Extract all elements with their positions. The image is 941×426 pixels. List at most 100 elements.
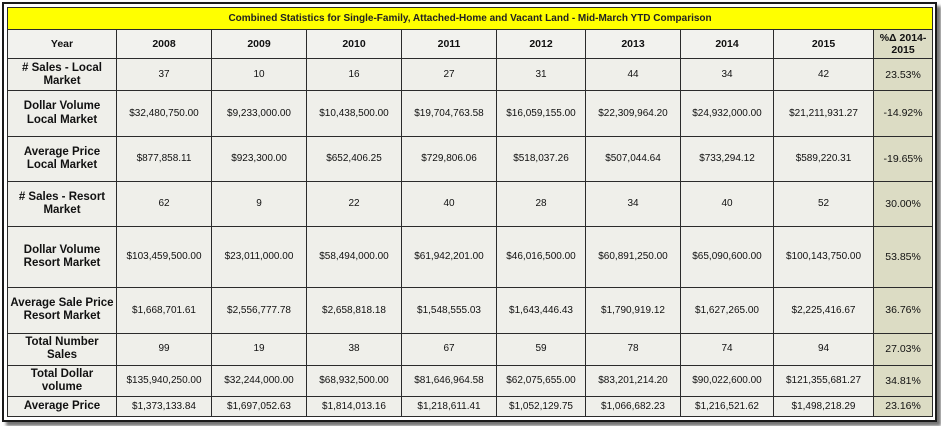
table-row: Total Number Sales 99 19 38 67 59 78 74 94 27.03%: [7, 332, 934, 366]
pct-change-cell: 53.85%: [872, 226, 934, 289]
pct-change-cell: 23.16%: [872, 395, 934, 418]
pct-change-cell: -14.92%: [872, 90, 934, 137]
value-cell: 52: [773, 180, 874, 228]
value-cell: 62: [116, 180, 212, 228]
value-cell: $1,668,701.61: [116, 287, 212, 334]
row-label: Average Price Local Market: [7, 135, 117, 182]
statistics-table-frame: Combined Statistics for Single-Family, A…: [2, 2, 937, 422]
pct-change-cell: 34.81%: [872, 364, 934, 397]
row-label: # Sales - Local Market: [7, 58, 117, 92]
year-header-cell: 2015: [773, 29, 874, 60]
value-cell: $121,355,681.27: [773, 364, 874, 397]
value-cell: 40: [401, 180, 497, 228]
row-label: Dollar Volume Local Market: [7, 90, 117, 137]
value-cell: $589,220.31: [773, 135, 874, 182]
value-cell: $60,891,250.00: [585, 226, 681, 289]
value-cell: $507,044.64: [585, 135, 681, 182]
value-cell: $2,225,416.67: [773, 287, 874, 334]
value-cell: $1,643,446.43: [496, 287, 586, 334]
table-row: Dollar Volume Local Market $32,480,750.00…: [7, 90, 934, 137]
value-cell: $62,075,655.00: [496, 364, 586, 397]
value-cell: $68,932,500.00: [306, 364, 402, 397]
value-cell: 31: [496, 58, 586, 92]
value-cell: $1,548,555.03: [401, 287, 497, 334]
value-cell: $1,814,013.16: [306, 395, 402, 418]
value-cell: $103,459,500.00: [116, 226, 212, 289]
row-label: # Sales - Resort Market: [7, 180, 117, 228]
pct-change-cell: 36.76%: [872, 287, 934, 334]
row-label: Average Price: [7, 395, 117, 418]
value-cell: 40: [680, 180, 774, 228]
year-header-cell: 2013: [585, 29, 681, 60]
value-cell: 9: [211, 180, 307, 228]
value-cell: $21,211,931.27: [773, 90, 874, 137]
value-cell: $83,201,214.20: [585, 364, 681, 397]
value-cell: 22: [306, 180, 402, 228]
row-label: Total Dollar volume: [7, 364, 117, 397]
row-label: Total Number Sales: [7, 332, 117, 366]
year-header-cell: 2009: [211, 29, 307, 60]
value-cell: 42: [773, 58, 874, 92]
year-header-cell: 2014: [680, 29, 774, 60]
year-header: Year: [7, 29, 117, 60]
pct-change-cell: -19.65%: [872, 135, 934, 182]
value-cell: $652,406.25: [306, 135, 402, 182]
value-cell: 99: [116, 332, 212, 366]
value-cell: $90,022,600.00: [680, 364, 774, 397]
value-cell: $923,300.00: [211, 135, 307, 182]
value-cell: $19,704,763.58: [401, 90, 497, 137]
value-cell: 38: [306, 332, 402, 366]
value-cell: $1,373,133.84: [116, 395, 212, 418]
value-cell: $81,646,964.58: [401, 364, 497, 397]
value-cell: $32,480,750.00: [116, 90, 212, 137]
value-cell: $65,090,600.00: [680, 226, 774, 289]
year-header-cell: 2011: [401, 29, 497, 60]
value-cell: $1,218,611.41: [401, 395, 497, 418]
value-cell: 28: [496, 180, 586, 228]
value-cell: $1,790,919.12: [585, 287, 681, 334]
value-cell: 19: [211, 332, 307, 366]
value-cell: 44: [585, 58, 681, 92]
value-cell: $1,697,052.63: [211, 395, 307, 418]
value-cell: 67: [401, 332, 497, 366]
table-title: Combined Statistics for Single-Family, A…: [6, 6, 934, 31]
value-cell: $58,494,000.00: [306, 226, 402, 289]
value-cell: $32,244,000.00: [211, 364, 307, 397]
table-row: Dollar Volume Resort Market $103,459,500.…: [7, 226, 934, 289]
value-cell: 27: [401, 58, 497, 92]
value-cell: $2,658,818.18: [306, 287, 402, 334]
value-cell: $1,627,265.00: [680, 287, 774, 334]
header-row: Year 2008 2009 2010 2011 2012 2013 2014 …: [7, 29, 934, 60]
value-cell: 34: [680, 58, 774, 92]
value-cell: $1,498,218.29: [773, 395, 874, 418]
row-label: Dollar Volume Resort Market: [7, 226, 117, 289]
pct-change-header: %Δ 2014-2015: [872, 29, 934, 60]
year-header-cell: 2008: [116, 29, 212, 60]
value-cell: $729,806.06: [401, 135, 497, 182]
value-cell: $1,066,682.23: [585, 395, 681, 418]
year-header-cell: 2012: [496, 29, 586, 60]
value-cell: $23,011,000.00: [211, 226, 307, 289]
value-cell: $9,233,000.00: [211, 90, 307, 137]
value-cell: $100,143,750.00: [773, 226, 874, 289]
table-row: Average Sale Price Resort Market $1,668,7…: [7, 287, 934, 334]
value-cell: $10,438,500.00: [306, 90, 402, 137]
value-cell: $518,037.26: [496, 135, 586, 182]
table-row: Average Price Local Market $877,858.11 $92…: [7, 135, 934, 182]
value-cell: $16,059,155.00: [496, 90, 586, 137]
value-cell: 16: [306, 58, 402, 92]
pct-change-cell: 27.03%: [872, 332, 934, 366]
value-cell: $135,940,250.00: [116, 364, 212, 397]
year-header-cell: 2010: [306, 29, 402, 60]
value-cell: $877,858.11: [116, 135, 212, 182]
table-row: # Sales - Local Market 37 10 16 27 31 44 34 42 23…: [7, 58, 934, 92]
statistics-table: Combined Statistics for Single-Family, A…: [6, 6, 934, 418]
value-cell: $61,942,201.00: [401, 226, 497, 289]
value-cell: $733,294.12: [680, 135, 774, 182]
value-cell: 34: [585, 180, 681, 228]
value-cell: $46,016,500.00: [496, 226, 586, 289]
value-cell: 78: [585, 332, 681, 366]
table-row: Average Price $1,373,133.84 $1,697,052.63 $…: [7, 395, 934, 418]
row-label: Average Sale Price Resort Market: [7, 287, 117, 334]
table-row: # Sales - Resort Market 62 9 22 40 28 34 40 52 30…: [7, 180, 934, 228]
